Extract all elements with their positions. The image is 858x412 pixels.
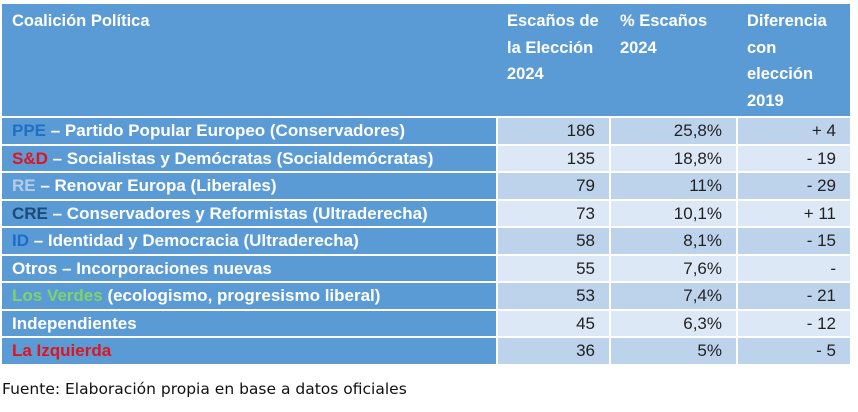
coalitions-table: Coalición Política Escaños de la Elecció…	[2, 4, 850, 366]
cell-pct: 6,3%	[610, 309, 738, 338]
coalition-description: – Identidad y Democracia (Ultraderecha)	[29, 231, 359, 250]
cell-diff: - 12	[737, 309, 850, 338]
coalition-name: PPE – Partido Popular Europeo (Conservad…	[2, 117, 498, 146]
coalition-description: – Partido Popular Europeo (Conservadores…	[46, 121, 405, 140]
table-row: CRE – Conservadores y Reformistas (Ultra…	[2, 199, 850, 228]
header-pct: % Escaños 2024	[610, 4, 737, 118]
coalition-name: Otros – Incorporaciones nuevas	[2, 254, 498, 283]
coalition-name: Los Verdes (ecologismo, progresismo libe…	[2, 282, 498, 311]
table-row: Independientes 45 6,3% - 12	[2, 309, 850, 338]
source-note: Fuente: Elaboración propia en base a dat…	[2, 380, 407, 398]
cell-diff: - 15	[737, 227, 850, 256]
cell-seats: 135	[497, 144, 611, 173]
header-row: Coalición Política Escaños de la Elecció…	[2, 4, 850, 118]
cell-pct: 25,8%	[610, 117, 738, 146]
table-row: ID – Identidad y Democracia (Ultraderech…	[2, 227, 850, 256]
coalition-name: Independientes	[2, 309, 498, 338]
cell-pct: 8,1%	[610, 227, 738, 256]
cell-diff: - 19	[737, 144, 850, 173]
cell-seats: 79	[497, 172, 611, 201]
table-row: RE – Renovar Europa (Liberales) 79 11% - 29	[2, 172, 850, 201]
cell-seats: 36	[497, 337, 611, 366]
coalition-abbr: PPE	[12, 121, 47, 140]
cell-pct: 7,4%	[610, 282, 738, 311]
table-row: Los Verdes (ecologismo, progresismo libe…	[2, 282, 850, 311]
table-row: PPE – Partido Popular Europeo (Conservad…	[2, 117, 850, 146]
coalition-name: S&D – Socialistas y Demócratas (Socialde…	[2, 144, 498, 173]
table-row: Otros – Incorporaciones nuevas 55 7,6% -	[2, 254, 850, 283]
cell-diff: - 21	[737, 282, 850, 311]
cell-diff: + 4	[737, 117, 850, 146]
cell-pct: 18,8%	[610, 144, 738, 173]
cell-diff: - 29	[737, 172, 850, 201]
coalition-name: RE – Renovar Europa (Liberales)	[2, 172, 498, 201]
coalition-description: – Renovar Europa (Liberales)	[35, 176, 277, 195]
cell-seats: 53	[497, 282, 611, 311]
cell-seats: 58	[497, 227, 611, 256]
cell-diff: - 5	[737, 337, 850, 366]
cell-seats: 55	[497, 254, 611, 283]
cell-diff: + 11	[737, 199, 850, 228]
cell-pct: 7,6%	[610, 254, 738, 283]
cell-diff: -	[737, 254, 850, 283]
coalition-description: (ecologismo, progresismo liberal)	[102, 286, 381, 305]
coalition-description: – Socialistas y Demócratas (Socialdemócr…	[47, 148, 434, 168]
cell-seats: 45	[497, 309, 611, 338]
coalition-description: – Conservadores y Reformistas (Ultradere…	[47, 203, 428, 223]
table-row: La Izquierda 36 5% - 5	[2, 337, 850, 366]
coalition-abbr: La Izquierda	[12, 341, 112, 360]
coalition-abbr: S&D	[12, 148, 48, 168]
coalition-abbr: CRE	[12, 203, 48, 223]
coalition-abbr: Los Verdes	[12, 286, 103, 305]
cell-pct: 10,1%	[610, 199, 738, 228]
coalition-abbr: ID	[12, 231, 29, 250]
coalition-name: CRE – Conservadores y Reformistas (Ultra…	[2, 199, 498, 228]
cell-seats: 186	[497, 117, 611, 146]
coalition-name: ID – Identidad y Democracia (Ultraderech…	[2, 227, 498, 256]
header-coalition: Coalición Política	[2, 4, 497, 118]
coalition-description: Independientes	[12, 313, 137, 333]
cell-pct: 5%	[610, 337, 738, 366]
cell-seats: 73	[497, 199, 611, 228]
header-diff: Diferencia con elección 2019	[737, 4, 850, 118]
cell-pct: 11%	[610, 172, 738, 201]
coalition-description: Otros – Incorporaciones nuevas	[12, 258, 272, 278]
coalition-name: La Izquierda	[2, 337, 498, 366]
header-seats: Escaños de la Elección 2024	[497, 4, 610, 118]
table-row: S&D – Socialistas y Demócratas (Socialde…	[2, 144, 850, 173]
coalition-abbr: RE	[12, 176, 36, 195]
